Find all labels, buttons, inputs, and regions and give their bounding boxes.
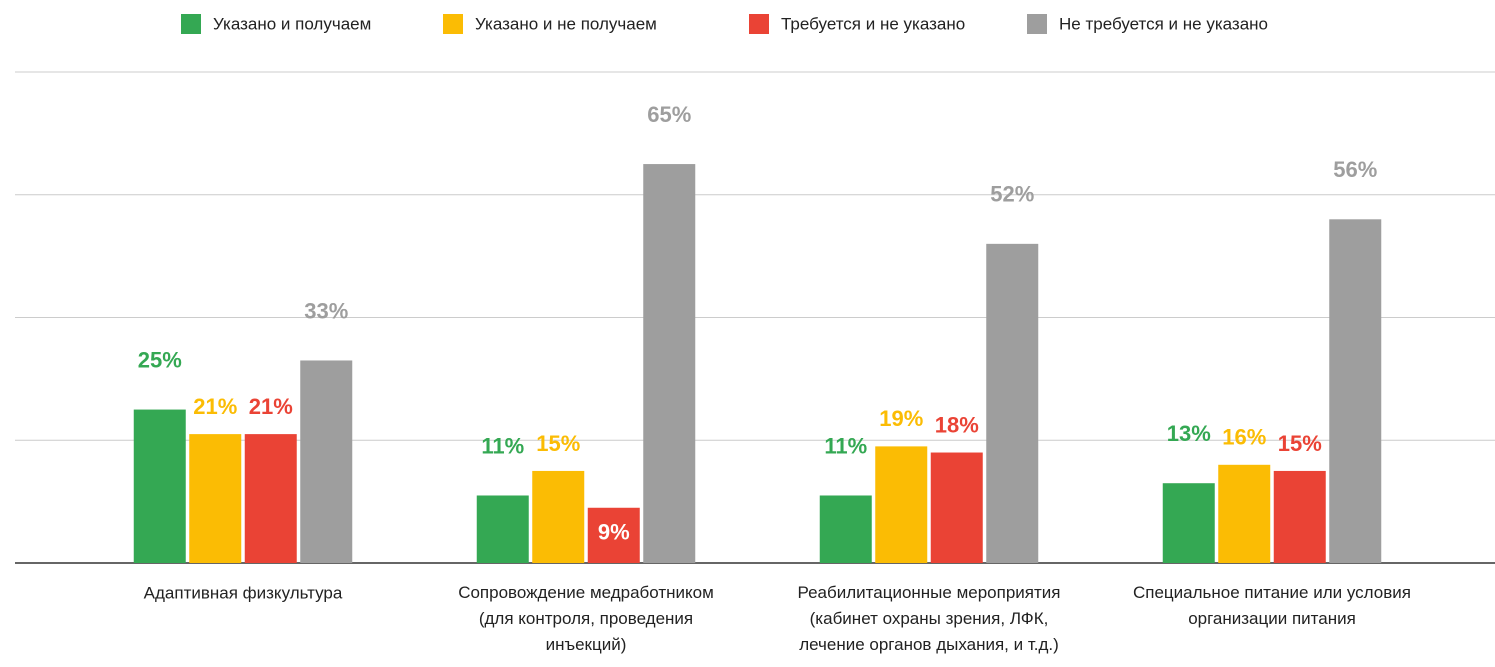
data-label: 25%: [138, 347, 182, 372]
legend-swatch: [1027, 14, 1047, 34]
legend-swatch: [443, 14, 463, 34]
data-label: 21%: [193, 394, 237, 419]
x-tick-label: Специальное питание или условия организац…: [1133, 583, 1411, 628]
legend-label: Указано и получаем: [213, 14, 371, 33]
data-label: 56%: [1333, 157, 1377, 182]
data-label: 18%: [935, 412, 979, 437]
data-label: 21%: [249, 394, 293, 419]
x-tick-label: Сопровождение медработником (для контроля…: [458, 583, 714, 654]
bar: [532, 470, 585, 563]
data-label: 13%: [1167, 421, 1211, 446]
data-label: 65%: [647, 102, 691, 127]
bar: [587, 507, 640, 563]
bar: [1273, 470, 1326, 563]
bar: [189, 434, 242, 563]
data-label: 19%: [879, 406, 923, 431]
legend-swatch: [749, 14, 769, 34]
bar: [300, 360, 353, 563]
data-label: 16%: [1222, 425, 1266, 450]
bar: [875, 446, 928, 563]
data-label: 15%: [536, 431, 580, 456]
bar: [1162, 483, 1215, 563]
bar: [819, 495, 872, 563]
data-label: 33%: [304, 298, 348, 323]
bar: [244, 434, 297, 563]
data-label: 11%: [481, 433, 524, 458]
bar: [986, 243, 1039, 563]
bar: [1218, 464, 1271, 563]
data-label: 15%: [1278, 431, 1322, 456]
bar: [1329, 219, 1382, 564]
bar: [643, 164, 696, 563]
legend-label: Указано и не получаем: [475, 14, 657, 33]
legend-label: Требуется и не указано: [781, 14, 965, 33]
x-tick-label: Адаптивная физкультура: [144, 583, 343, 602]
bar: [930, 452, 983, 563]
bar: [476, 495, 529, 563]
data-label: 11%: [824, 433, 867, 458]
bar: [133, 409, 186, 563]
data-label: 52%: [990, 182, 1034, 207]
x-tick-label: Реабилитационные мероприятия (кабинет охр…: [798, 583, 1061, 654]
data-label: 9%: [598, 520, 630, 545]
legend-label: Не требуется и не указано: [1059, 14, 1268, 33]
legend-swatch: [181, 14, 201, 34]
